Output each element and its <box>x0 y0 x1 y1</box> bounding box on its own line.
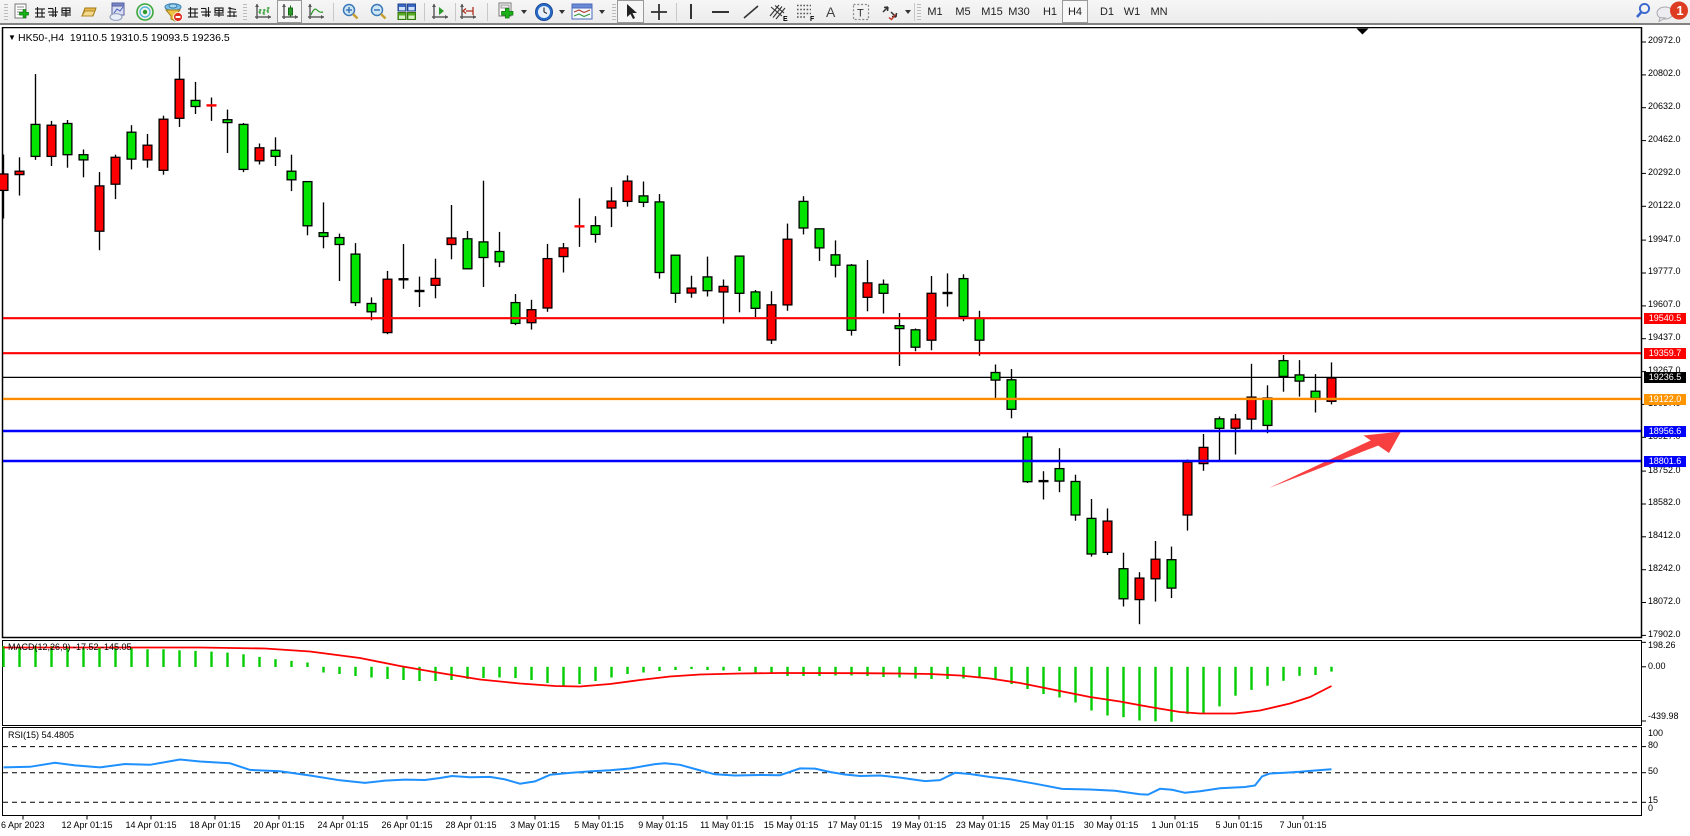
svg-text:1: 1 <box>1676 3 1683 18</box>
svg-text:F: F <box>810 16 815 22</box>
svg-text:E: E <box>783 16 788 23</box>
svg-text:T: T <box>857 8 864 20</box>
